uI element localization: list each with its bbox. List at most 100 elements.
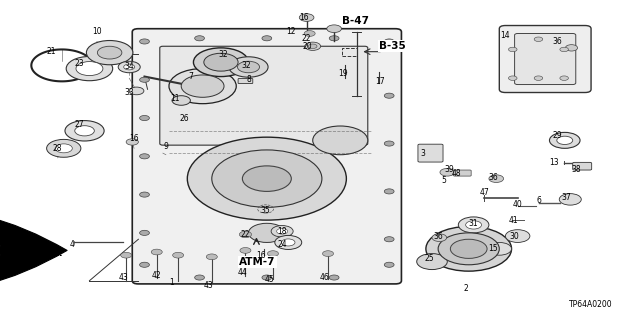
Text: 32: 32: [242, 61, 252, 70]
Text: 14: 14: [500, 31, 510, 40]
Circle shape: [508, 47, 517, 52]
Circle shape: [276, 228, 287, 234]
Circle shape: [323, 251, 333, 256]
Circle shape: [237, 61, 259, 73]
Text: 22: 22: [302, 34, 311, 43]
Circle shape: [118, 61, 140, 73]
Circle shape: [126, 139, 138, 145]
Circle shape: [188, 137, 346, 220]
Text: 10: 10: [92, 27, 102, 36]
Circle shape: [229, 57, 268, 77]
Text: 42: 42: [152, 271, 161, 280]
Text: 7: 7: [188, 72, 193, 81]
Circle shape: [65, 121, 104, 141]
Circle shape: [121, 252, 132, 258]
Text: 45: 45: [265, 275, 275, 284]
Text: 21: 21: [47, 47, 56, 56]
Circle shape: [550, 132, 580, 148]
Circle shape: [557, 136, 573, 145]
Circle shape: [329, 36, 339, 41]
Circle shape: [384, 189, 394, 194]
Circle shape: [206, 254, 218, 260]
Circle shape: [169, 69, 236, 104]
Circle shape: [432, 234, 447, 241]
Circle shape: [151, 249, 163, 255]
FancyBboxPatch shape: [132, 29, 401, 284]
Circle shape: [193, 48, 248, 77]
Circle shape: [384, 141, 394, 146]
Text: 17: 17: [375, 77, 385, 86]
Circle shape: [559, 194, 581, 205]
Text: 28: 28: [53, 144, 62, 153]
Circle shape: [534, 37, 543, 41]
Circle shape: [248, 223, 285, 242]
FancyBboxPatch shape: [515, 33, 576, 85]
Circle shape: [506, 230, 530, 242]
Circle shape: [76, 62, 103, 76]
Circle shape: [268, 251, 278, 256]
Text: 16: 16: [299, 13, 308, 22]
Text: B-35: B-35: [379, 41, 406, 51]
Text: 11: 11: [170, 94, 180, 103]
Text: 43: 43: [118, 273, 128, 282]
Text: 12: 12: [287, 27, 296, 36]
Circle shape: [305, 42, 321, 50]
Text: 22: 22: [241, 230, 250, 239]
Text: 36: 36: [488, 173, 498, 182]
Circle shape: [565, 45, 578, 51]
Circle shape: [140, 39, 149, 44]
Text: 46: 46: [320, 273, 330, 282]
Text: 34: 34: [124, 63, 134, 71]
Circle shape: [140, 262, 149, 267]
Text: 13: 13: [550, 158, 559, 167]
FancyBboxPatch shape: [160, 46, 368, 145]
FancyBboxPatch shape: [453, 170, 471, 176]
Circle shape: [534, 76, 543, 80]
Text: B-47: B-47: [342, 16, 369, 26]
Text: 5: 5: [442, 176, 447, 185]
Text: TP64A0200: TP64A0200: [569, 300, 613, 309]
Circle shape: [426, 226, 511, 271]
Circle shape: [384, 39, 394, 44]
Text: 25: 25: [424, 254, 434, 263]
Text: 40: 40: [513, 200, 522, 209]
Circle shape: [195, 36, 204, 41]
Text: 15: 15: [488, 244, 498, 253]
Circle shape: [55, 144, 72, 153]
Circle shape: [140, 115, 149, 121]
FancyBboxPatch shape: [573, 162, 591, 170]
Text: 6: 6: [536, 197, 541, 205]
Circle shape: [308, 44, 317, 48]
Circle shape: [75, 126, 94, 136]
Circle shape: [282, 239, 295, 246]
Circle shape: [327, 25, 342, 33]
Circle shape: [173, 252, 184, 258]
Text: 29: 29: [552, 131, 562, 140]
Text: 20: 20: [303, 42, 312, 51]
Text: 9: 9: [163, 142, 168, 151]
Text: 27: 27: [74, 120, 84, 129]
FancyBboxPatch shape: [418, 144, 443, 162]
Circle shape: [129, 87, 144, 95]
Text: 37: 37: [562, 193, 572, 202]
Circle shape: [275, 235, 301, 249]
Circle shape: [451, 239, 487, 258]
Circle shape: [243, 166, 291, 191]
Text: 26: 26: [179, 114, 189, 122]
Circle shape: [240, 248, 251, 253]
Text: 3: 3: [420, 149, 425, 158]
Circle shape: [204, 53, 238, 71]
Circle shape: [140, 154, 149, 159]
Circle shape: [262, 36, 272, 41]
Text: FR.: FR.: [45, 249, 62, 258]
Text: 33: 33: [124, 88, 134, 97]
Circle shape: [271, 226, 293, 237]
Circle shape: [262, 275, 272, 280]
Text: 16: 16: [256, 251, 266, 260]
Text: 43: 43: [204, 281, 214, 290]
Circle shape: [195, 275, 204, 280]
Text: 1: 1: [170, 278, 175, 287]
Circle shape: [384, 237, 394, 242]
Text: 16: 16: [129, 134, 139, 143]
Text: 36: 36: [552, 37, 563, 46]
